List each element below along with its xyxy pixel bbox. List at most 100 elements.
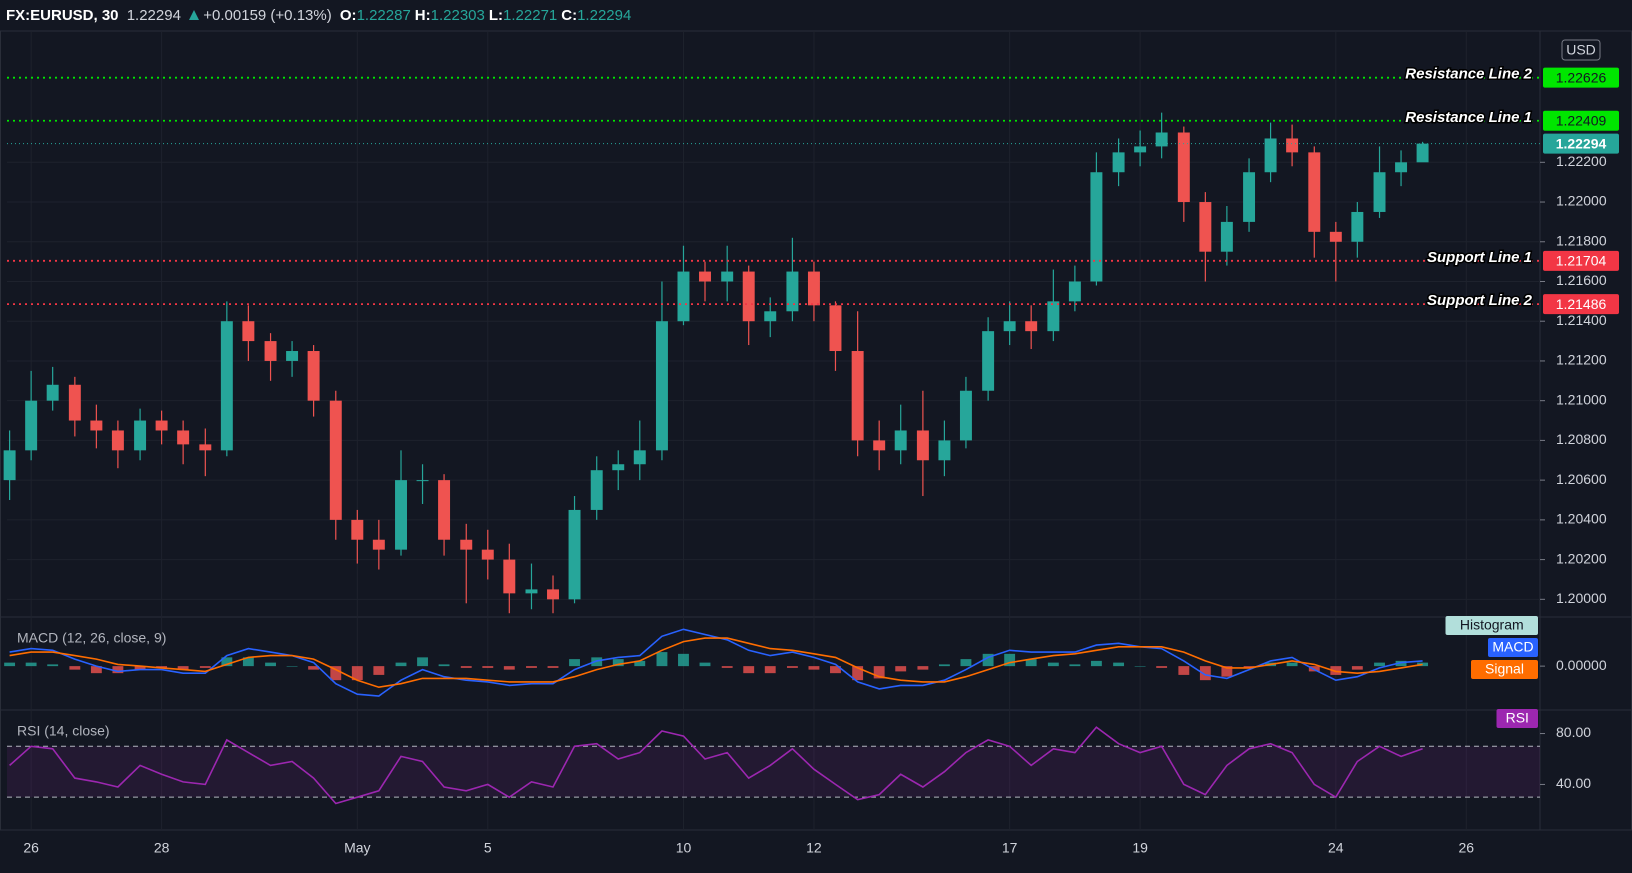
x-tick-label: May [344,840,370,856]
histogram-bar [265,662,276,667]
histogram-bar [177,666,189,670]
y-tick-label: 1.20800 [1556,431,1607,447]
candle-body [177,430,190,445]
change: +0.00159 (+0.13%) [203,7,332,24]
histogram-bar [47,664,59,667]
candle-body [111,430,124,451]
price-tag [1543,110,1619,131]
histogram-bar [156,666,168,668]
candle-body [90,420,103,431]
legend-label: RSI [1506,710,1529,726]
candle-body [438,480,451,540]
candle-body [1155,132,1168,147]
histogram-bar [1090,660,1102,667]
candle-body [1177,132,1190,203]
histogram-bar [460,666,472,668]
histogram-bar [547,666,559,668]
candle-body [873,440,886,451]
histogram-bar [1221,666,1233,677]
candle-body [829,305,842,352]
y-tick-label: 1.20400 [1556,511,1607,527]
candle-body [242,321,255,342]
histogram-bar [1113,662,1125,667]
histogram-bar [1286,662,1298,667]
histogram-bar [308,666,320,670]
candle-body [416,480,429,482]
x-tick-label: 28 [154,840,170,856]
up-arrow [189,10,200,20]
legend-tag [1471,660,1538,679]
histogram-bar [395,662,407,667]
candle-body [959,390,972,441]
candle-body [1286,138,1299,153]
histogram-bar [634,660,646,667]
candle-body [721,271,734,282]
candle-body [1003,321,1016,332]
histogram-bar [678,653,689,667]
candle-body [1329,231,1342,242]
candle-body [612,464,625,471]
histogram-bar [873,666,885,679]
histogram-bar [917,666,929,670]
histogram-bar [351,666,363,681]
ohlc-label: O: [339,7,357,24]
band-fill [7,746,1540,798]
candle-body [1134,146,1147,153]
histogram-bar [1134,666,1146,667]
candle-body [1112,152,1125,173]
candle-body [1090,172,1103,282]
histogram-bar [569,659,580,667]
histogram-bar [938,664,950,667]
histogram-bar [330,666,342,681]
candle-body [503,559,516,594]
panel-title: MACD (12, 26, close, 9) [17,630,166,646]
histogram-bar [982,653,994,667]
candle-body [307,351,320,401]
histogram-bar [482,666,494,668]
histogram-bar [286,666,298,667]
y-tick-label: 1.22000 [1556,193,1607,209]
histogram-bar [221,657,233,667]
price-tag-label: 1.22294 [1556,135,1607,151]
x-tick-label: 5 [484,840,492,856]
candle-body [286,351,299,361]
histogram-bar [242,657,254,667]
candle-body [699,271,711,282]
candle-body [916,430,929,461]
legend-label: Signal [1485,661,1524,677]
y-tick-label: 1.20000 [1556,590,1607,606]
x-tick-label: 12 [806,840,822,856]
histogram-bar [852,666,864,681]
histogram-bar [1004,653,1016,667]
level-name: Support Line 2 [1427,292,1533,309]
y-tick-label: 1.21200 [1556,352,1607,368]
histogram-bar [1156,666,1168,668]
candle-body [1395,162,1408,173]
histogram-bar [1395,660,1407,667]
price-tag [1543,67,1619,88]
histogram-bar [656,652,668,667]
candle-body [764,311,777,322]
candle-body [264,341,277,361]
candle-body [1220,221,1233,252]
y-tick-label: 1.21800 [1556,232,1607,248]
histogram-bar [1330,666,1342,675]
x-tick-label: 17 [1002,840,1018,856]
candle-body [677,271,690,322]
histogram-bar [1047,662,1059,667]
legend-tag [1496,709,1538,728]
candle-body [1416,143,1429,163]
candle-body [134,420,147,451]
histogram-bar [25,662,37,667]
histogram-bar [373,666,385,675]
histogram-bar [199,666,211,668]
histogram-bar [612,659,624,667]
histogram-bar [69,666,81,670]
price-tag [1543,250,1619,271]
y-tick-label: 1.21600 [1556,272,1607,288]
currency: USD [1566,42,1596,58]
ohlc-label: L: [488,7,504,24]
candle-body [590,470,603,510]
y-tick-label: 1.20600 [1556,471,1607,487]
